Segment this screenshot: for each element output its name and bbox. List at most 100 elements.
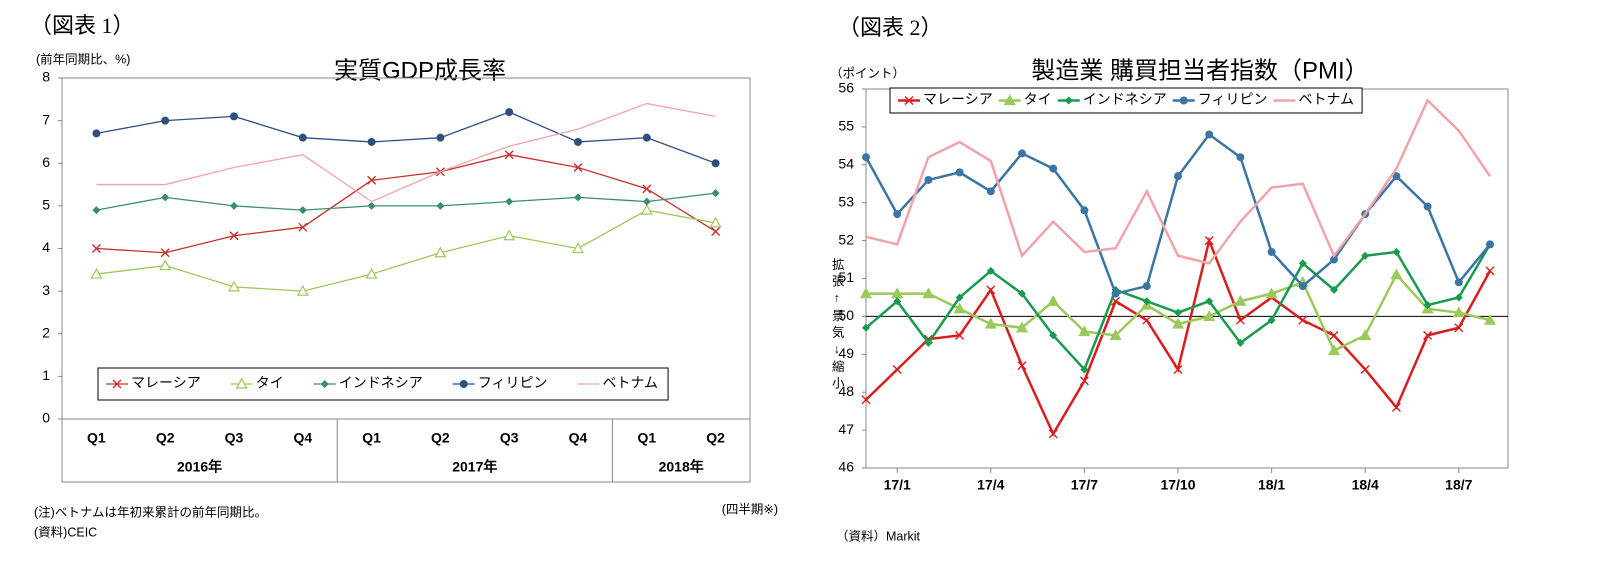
marker (235, 377, 248, 389)
marker (986, 266, 995, 275)
y-tick-label: 56 (838, 80, 854, 96)
marker (1109, 329, 1122, 340)
marker (1329, 330, 1339, 340)
legend-label: ベトナム (602, 375, 658, 391)
marker (159, 259, 172, 271)
marker (1078, 325, 1091, 337)
legend-label: インドネシア (1083, 91, 1167, 107)
marker (230, 201, 238, 210)
y-tick-label: 2 (42, 324, 50, 340)
marker (1265, 287, 1278, 299)
marker (955, 168, 964, 177)
x-tick-label: Q1 (362, 430, 381, 446)
marker (459, 380, 468, 388)
chart-title: 実質GDP成長率 (334, 57, 506, 84)
marker (1047, 295, 1060, 306)
marker (161, 116, 170, 125)
marker (893, 210, 902, 219)
marker (1454, 293, 1463, 302)
marker (436, 133, 445, 142)
marker (298, 206, 307, 215)
marker (1359, 329, 1372, 340)
marker (1142, 282, 1151, 291)
y-tick-label: 49 (838, 345, 854, 361)
marker (984, 317, 997, 329)
y-unit-label: (前年同期比、%) (36, 51, 130, 66)
marker (1003, 94, 1016, 106)
marker (1049, 331, 1058, 340)
x-group-label: 2016年 (177, 459, 222, 475)
marker (573, 163, 583, 173)
marker (90, 267, 103, 279)
marker (298, 222, 308, 232)
marker (1298, 315, 1308, 325)
marker (986, 285, 996, 295)
marker (924, 338, 933, 347)
x-tick-label: 17/1 (884, 477, 911, 493)
marker (160, 248, 170, 258)
marker (711, 226, 721, 236)
y-tick-label: 4 (42, 239, 50, 255)
marker (642, 184, 652, 194)
marker (1423, 330, 1433, 340)
x-tick-label: Q3 (500, 430, 519, 446)
legend-label: ベトナム (1298, 91, 1354, 107)
marker (1142, 297, 1151, 306)
marker (1018, 289, 1026, 298)
marker (1174, 308, 1182, 317)
marker (574, 137, 582, 146)
marker (1205, 297, 1214, 306)
marker (92, 206, 101, 215)
marker (1360, 364, 1370, 374)
x-group-label: 2017年 (452, 459, 497, 475)
marker (1111, 289, 1120, 298)
y-axis-label: 拡張↑景気↓縮小 (830, 258, 844, 393)
legend-label: フィリピン (478, 375, 548, 391)
marker (893, 297, 902, 306)
legend-label: インドネシア (339, 375, 423, 391)
source: (資料)CEIC (34, 525, 97, 539)
legend-label: フィリピン (1198, 91, 1268, 107)
marker (161, 193, 170, 202)
marker (642, 133, 651, 142)
x-tick-label: 18/7 (1445, 477, 1472, 493)
marker (367, 137, 376, 146)
marker (505, 197, 514, 206)
marker (1423, 301, 1432, 310)
marker (1173, 364, 1183, 374)
series-line (96, 209, 716, 292)
y-tick-label: 3 (42, 282, 50, 298)
marker (953, 302, 966, 314)
marker (924, 175, 933, 184)
marker (1486, 240, 1494, 249)
series-line (96, 102, 716, 203)
marker (1391, 402, 1401, 412)
marker (505, 108, 514, 117)
legend-label: マレーシア (923, 91, 993, 107)
marker (862, 323, 870, 332)
marker (571, 242, 585, 254)
marker (227, 280, 241, 292)
y-tick-label: 6 (42, 154, 50, 170)
marker (922, 287, 935, 299)
marker (1485, 266, 1495, 276)
marker (1079, 376, 1089, 386)
marker (1361, 251, 1370, 260)
marker (1330, 255, 1338, 264)
source: （資料）Markit (836, 529, 921, 543)
marker (1142, 315, 1152, 325)
chart-title: 製造業 購買担当者指数（PMI） (1031, 57, 1368, 84)
marker (1049, 164, 1058, 173)
x-axis-label: (四半期※) (722, 502, 778, 516)
marker (711, 159, 720, 168)
x-tick-label: Q1 (87, 430, 106, 446)
y-tick-label: 50 (838, 307, 854, 323)
marker (1390, 268, 1403, 280)
y-tick-label: 47 (838, 421, 854, 437)
x-tick-label: 18/4 (1352, 477, 1379, 493)
x-tick-label: Q2 (706, 430, 725, 446)
marker (230, 112, 238, 121)
marker (112, 379, 122, 389)
marker (904, 96, 914, 105)
